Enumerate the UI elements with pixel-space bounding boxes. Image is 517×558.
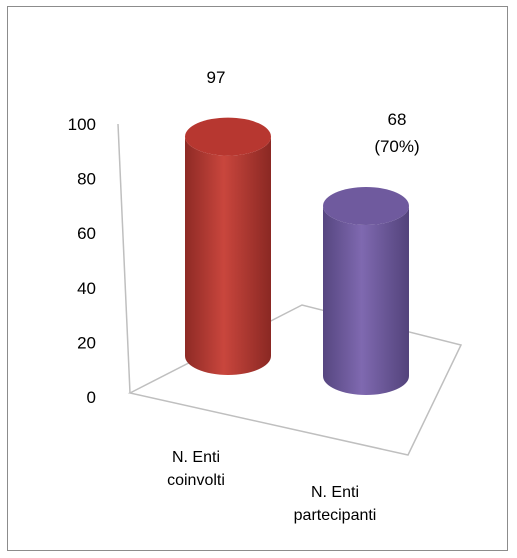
- chart-axes: [117, 123, 463, 456]
- y-tick-label: 60: [77, 224, 96, 243]
- y-tick-label: 40: [77, 279, 96, 298]
- bar-body: [323, 206, 409, 395]
- bar-body: [185, 136, 271, 375]
- data-label: 68 (70%): [374, 110, 419, 156]
- bar-series: [185, 117, 409, 395]
- x-tick-label: N. Enti partecipanti: [294, 484, 377, 524]
- bar: [185, 117, 271, 375]
- y-tick-label: 0: [87, 388, 96, 407]
- bar-top: [323, 187, 409, 225]
- y-tick-label: 80: [77, 170, 96, 189]
- x-tick-label: N. Enti coinvolti: [167, 449, 225, 489]
- y-tick-labels: 0 20 40 60 80 100: [68, 115, 96, 407]
- floor-plane: [127, 304, 463, 456]
- bar: [323, 187, 409, 395]
- category-labels: N. Enti coinvolti N. Enti partecipanti: [167, 449, 376, 524]
- bar-top: [185, 117, 271, 156]
- y-tick-label: 100: [68, 115, 96, 134]
- y-axis-line: [117, 123, 131, 394]
- data-labels: 97 68 (70%): [207, 68, 420, 156]
- data-label: 97: [207, 68, 226, 87]
- y-tick-label: 20: [77, 333, 96, 352]
